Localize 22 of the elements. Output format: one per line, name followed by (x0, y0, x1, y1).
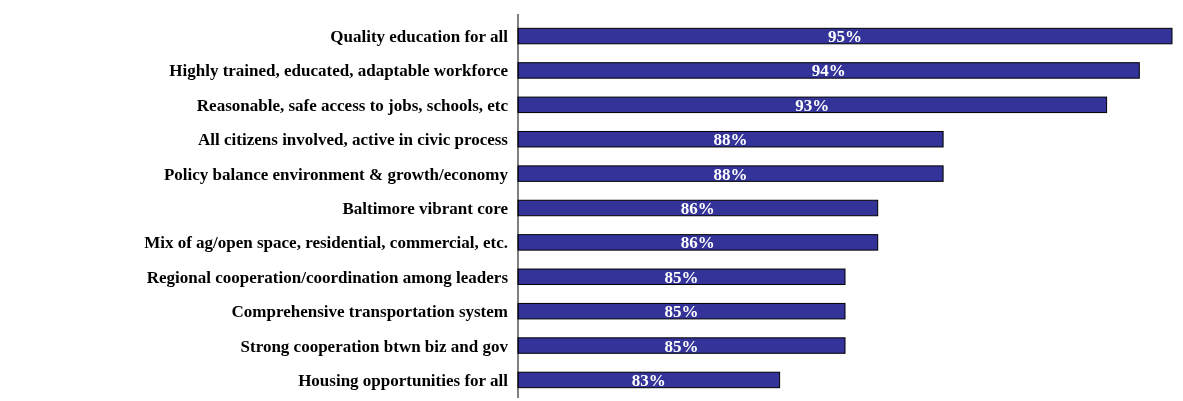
data-label: 86% (680, 199, 715, 218)
data-label: 88% (713, 164, 748, 184)
y-tick-label: Reasonable, safe access to jobs, schools, etc (196, 95, 509, 115)
data-label: 95% (828, 27, 862, 47)
data-label: 93% (795, 95, 830, 115)
y-tick-label: Highly trained, educated, adaptable workforce (169, 61, 509, 81)
y-tick-label: Policy balance environment & growth/economy (163, 164, 509, 184)
data-label: 86% (680, 233, 715, 253)
data-label: 85% (664, 336, 699, 356)
data-label: 94% (811, 61, 846, 81)
y-tick-label: Quality education for all (330, 27, 509, 47)
data-label: 85% (664, 267, 699, 287)
data-label: 83% (631, 370, 666, 390)
y-tick-label: Baltimore vibrant core (342, 199, 509, 218)
y-tick-label: Regional cooperation/coordination among leaders (146, 267, 509, 287)
y-tick-label: All citizens involved, active in civic process (198, 130, 509, 150)
y-tick-label: Mix of ag/open space, residential, commercial, etc. (144, 233, 508, 253)
y-tick-label: Comprehensive transportation system (231, 302, 508, 322)
data-label: 85% (664, 302, 699, 322)
y-tick-label: Housing opportunities for all (298, 370, 509, 390)
y-tick-label: Strong cooperation btwn biz and gov (240, 336, 509, 356)
data-label: 88% (713, 130, 748, 150)
